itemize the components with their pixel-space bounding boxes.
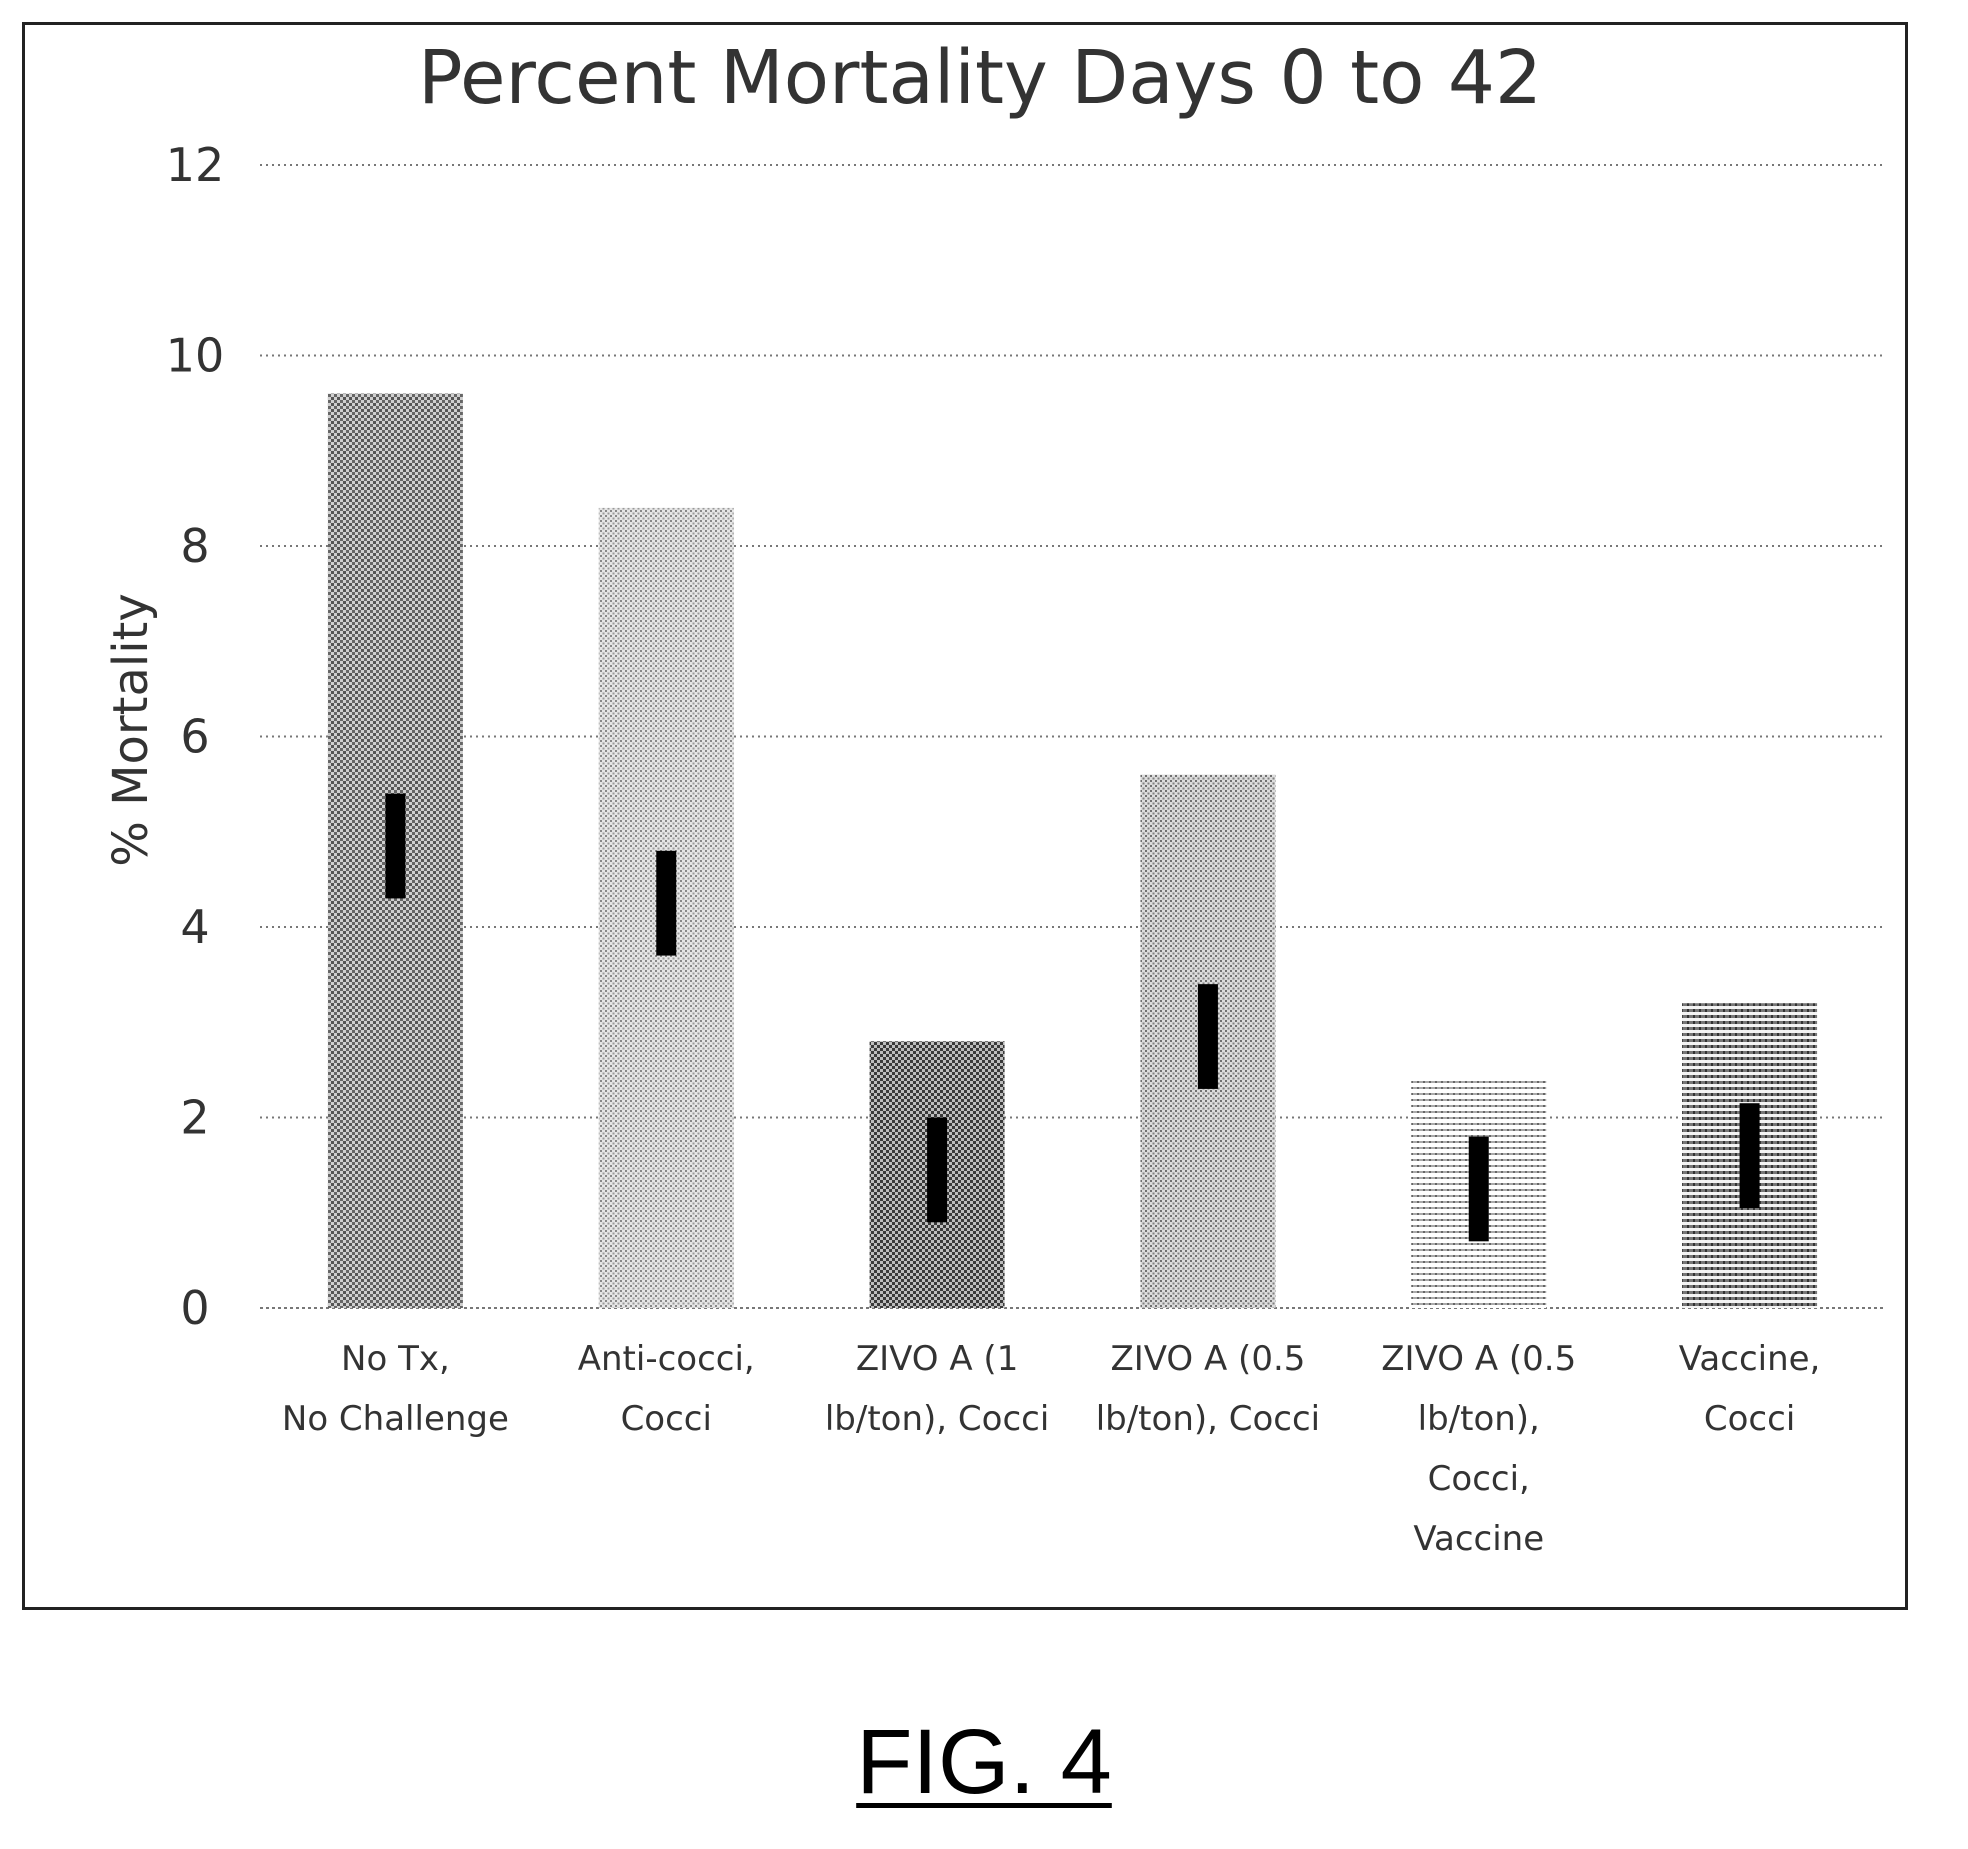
y-tick-label: 2 (180, 1091, 209, 1145)
error-bar (1197, 984, 1218, 1089)
bar-chart: Percent Mortality Days 0 to 42 0 2 4 6 8 10 12… (103, 35, 1885, 1559)
y-tick-label: 10 (166, 329, 225, 383)
x-axis-labels: No Tx, No Challenge Anti-cocci, Cocci ZIVO A… (282, 1339, 1820, 1559)
error-bar (927, 1117, 948, 1223)
x-tick-label: ZIVO A (0.5 (1110, 1339, 1305, 1379)
y-tick-label: 6 (180, 710, 209, 764)
x-tick-label: lb/ton), Cocci (1096, 1399, 1320, 1439)
x-tick-label: Cocci (1704, 1399, 1795, 1439)
y-axis-label: % Mortality (103, 593, 159, 867)
error-bar (385, 793, 406, 899)
x-tick-label: ZIVO A (0.5 (1381, 1339, 1576, 1379)
chart-frame: Percent Mortality Days 0 to 42 0 2 4 6 8 10 12… (22, 22, 1908, 1610)
x-tick-label: lb/ton), Cocci (825, 1399, 1049, 1439)
x-tick-label: No Challenge (282, 1399, 509, 1439)
y-tick-label: 12 (166, 138, 225, 192)
grid-lines (260, 164, 1885, 1309)
error-bars (385, 793, 1760, 1242)
figure-caption: FIG. 4 (856, 1711, 1112, 1813)
x-tick-label: No Tx, (341, 1339, 450, 1379)
x-tick-label: lb/ton), (1418, 1399, 1540, 1439)
y-tick-label: 4 (180, 900, 209, 954)
chart-title: Percent Mortality Days 0 to 42 (418, 35, 1542, 121)
bars (327, 393, 1818, 1309)
x-tick-label: Vaccine (1413, 1519, 1544, 1559)
y-tick-label: 8 (180, 519, 209, 573)
x-tick-label: Vaccine, (1679, 1339, 1821, 1379)
x-tick-label: Anti-cocci, (578, 1339, 755, 1379)
x-tick-label: Cocci, (1428, 1459, 1530, 1499)
y-tick-label: 0 (180, 1281, 209, 1335)
error-bar (1468, 1136, 1489, 1242)
x-tick-label: Cocci (621, 1399, 712, 1439)
y-axis-ticks: 0 2 4 6 8 10 12 (166, 138, 225, 1335)
error-bar (1739, 1103, 1760, 1208)
error-bar (656, 850, 677, 956)
x-tick-label: ZIVO A (1 (856, 1339, 1019, 1379)
